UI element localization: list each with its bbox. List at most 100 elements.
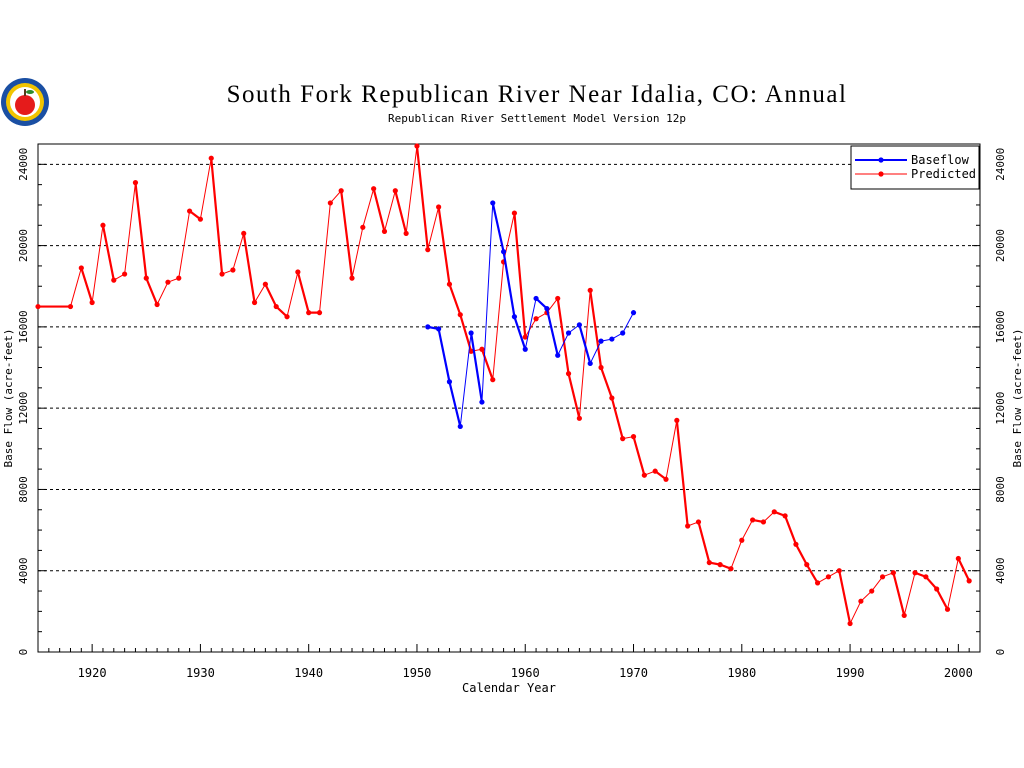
series-segment	[903, 572, 916, 616]
series-segment	[372, 187, 386, 233]
series-segment	[264, 283, 278, 308]
grid-lines	[38, 163, 980, 572]
y-tick-label: 12000	[17, 392, 30, 425]
series-segment	[730, 539, 743, 570]
series-segment	[556, 297, 570, 375]
data-point	[825, 574, 832, 580]
data-point	[771, 509, 777, 515]
series-segment	[513, 211, 527, 339]
data-point	[533, 295, 539, 302]
data-point	[165, 279, 171, 285]
data-point	[468, 348, 474, 354]
series-segment	[437, 205, 451, 286]
series-segment	[286, 271, 299, 318]
series-segment	[502, 250, 516, 318]
data-point	[446, 379, 453, 385]
data-point	[565, 371, 572, 377]
apple-logo-icon	[1, 78, 49, 126]
series-segment	[935, 587, 949, 611]
series-segment	[632, 435, 646, 477]
data-point	[111, 277, 117, 283]
series-segment	[924, 575, 938, 591]
series-segment	[794, 543, 808, 566]
series-segment	[448, 283, 462, 316]
series-segment	[427, 206, 440, 251]
y-tick-label: 20000	[994, 229, 1007, 262]
data-point	[641, 472, 647, 478]
series-segment	[210, 157, 224, 276]
data-point	[100, 222, 106, 228]
x-tick-label: 1980	[727, 666, 756, 680]
data-point	[349, 275, 355, 281]
series-segment	[849, 600, 862, 625]
data-point	[360, 224, 366, 230]
legend-marker	[878, 157, 884, 163]
data-point	[576, 322, 582, 328]
x-tick-label: 1970	[619, 666, 648, 680]
data-point	[241, 230, 247, 237]
data-point	[923, 574, 929, 580]
x-tick-label: 1950	[403, 666, 432, 680]
y-tick-label: 8000	[17, 476, 30, 503]
series-segment	[545, 307, 559, 357]
data-point	[836, 568, 842, 574]
data-point	[706, 559, 712, 566]
data-point	[533, 316, 539, 322]
series-segment	[524, 318, 537, 338]
series-segment	[156, 281, 169, 306]
series-segment	[491, 201, 505, 253]
series-segment	[91, 224, 104, 303]
series-segment	[448, 380, 462, 428]
legend-box	[850, 145, 980, 190]
series-segment	[340, 189, 354, 280]
series-segment	[199, 157, 212, 220]
data-point	[587, 360, 593, 367]
series-segment	[101, 224, 115, 282]
data-point	[804, 562, 810, 568]
data-point	[966, 578, 972, 584]
x-tick-label: 1990	[836, 666, 865, 680]
series-segment	[784, 514, 798, 546]
data-point	[695, 519, 702, 525]
data-point	[306, 310, 312, 316]
data-point	[436, 326, 442, 332]
y-tick-label: 0	[17, 649, 30, 656]
data-point	[479, 399, 485, 405]
series-segment	[296, 270, 310, 314]
series-segment	[665, 419, 678, 480]
y-axis-label-left: Base Flow (acre-feet)	[2, 328, 15, 467]
y-tick-label: 24000	[994, 148, 1007, 181]
data-point	[511, 210, 518, 216]
data-point	[750, 517, 756, 523]
series-segment	[492, 261, 505, 381]
data-point	[782, 513, 788, 519]
data-point	[143, 275, 149, 281]
series-segment	[459, 332, 472, 427]
data-point	[587, 287, 593, 293]
data-point	[35, 303, 41, 310]
data-point	[717, 562, 723, 568]
data-point	[176, 275, 182, 281]
series-segment	[599, 366, 613, 400]
data-point	[879, 574, 886, 580]
data-point	[858, 598, 864, 604]
data-point	[598, 338, 604, 344]
y-tick-label: 16000	[17, 310, 30, 343]
data-point	[652, 468, 658, 474]
series-segment	[80, 266, 94, 304]
data-point	[197, 216, 204, 222]
y-axis-label-right: Base Flow (acre-feet)	[1011, 328, 1024, 467]
series-segment	[232, 232, 245, 271]
data-point	[479, 346, 485, 352]
data-point	[901, 612, 907, 619]
data-point	[295, 269, 301, 275]
plot-frame	[37, 143, 981, 653]
series-segment	[481, 202, 494, 403]
x-tick-label: 2000	[944, 666, 973, 680]
data-point	[620, 330, 626, 336]
data-point	[955, 555, 961, 562]
data-point	[912, 570, 918, 576]
data-point	[132, 180, 139, 186]
series-segment	[362, 188, 375, 228]
